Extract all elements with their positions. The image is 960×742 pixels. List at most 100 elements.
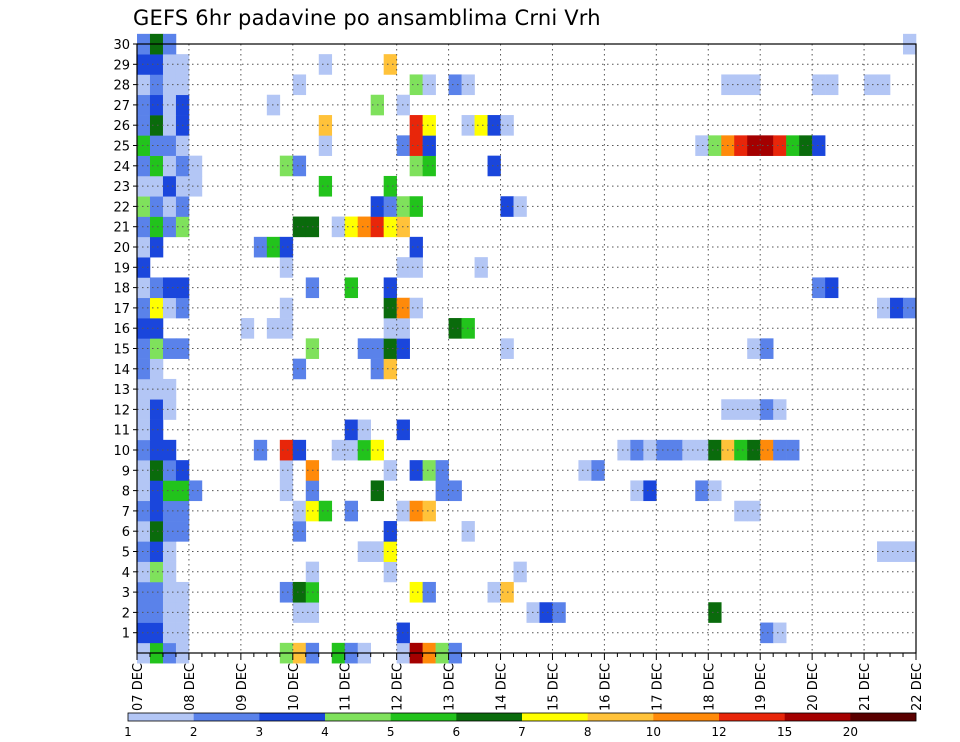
legend-swatch <box>390 713 457 721</box>
heatmap-cell <box>279 439 294 461</box>
heatmap-cell <box>162 581 177 603</box>
heatmap-cell <box>318 115 333 136</box>
heatmap-cell <box>137 236 151 258</box>
heatmap-cell <box>383 196 397 217</box>
heatmap-cell <box>864 74 878 96</box>
heatmap-cell <box>422 500 436 522</box>
heatmap-cell <box>448 318 462 339</box>
y-tick-label: 17 <box>113 302 130 317</box>
heatmap-cell <box>734 399 748 420</box>
heatmap-cell <box>149 439 164 461</box>
heatmap-cell <box>149 561 164 583</box>
heatmap-cell <box>149 155 164 177</box>
y-tick-label: 5 <box>122 546 130 561</box>
heatmap-cell <box>383 521 397 542</box>
heatmap-cell <box>149 399 164 420</box>
heatmap-cell <box>279 257 294 278</box>
heatmap-cell <box>773 135 787 156</box>
cells-layer <box>137 33 917 664</box>
heatmap-cell <box>708 135 722 156</box>
heatmap-cell <box>149 216 164 238</box>
heatmap-cell <box>162 115 177 136</box>
heatmap-cell <box>773 399 787 420</box>
y-tick-label: 20 <box>113 241 130 256</box>
heatmap-cell <box>812 74 826 96</box>
heatmap-cell <box>422 135 436 156</box>
legend-label: 2 <box>190 725 198 739</box>
heatmap-cell <box>760 399 774 420</box>
heatmap-cell <box>137 602 151 623</box>
heatmap-cell <box>149 622 164 644</box>
heatmap-cell <box>279 318 294 339</box>
heatmap-cell <box>578 460 592 481</box>
heatmap-cell <box>734 500 748 522</box>
heatmap-cell <box>137 500 151 522</box>
heatmap-cell <box>734 74 748 96</box>
legend-swatch <box>259 713 326 721</box>
heatmap-cell <box>747 338 761 359</box>
x-tick-label: 07 DEC <box>131 663 146 711</box>
y-tick-label: 28 <box>113 79 130 94</box>
heatmap-cell <box>760 338 774 359</box>
y-tick-label: 6 <box>122 525 130 540</box>
heatmap-cell <box>149 54 164 75</box>
y-tick-label: 18 <box>113 282 130 297</box>
x-tick-label: 15 DEC <box>546 663 561 711</box>
heatmap-cell <box>162 216 177 238</box>
heatmap-cell <box>383 297 397 319</box>
x-tick-label: 09 DEC <box>235 663 250 711</box>
y-tick-label: 10 <box>113 444 130 459</box>
heatmap-cell <box>137 581 151 603</box>
x-tick-label: 20 DEC <box>806 663 821 711</box>
heatmap-cell <box>318 54 333 75</box>
legend-label: 5 <box>387 725 395 739</box>
heatmap-cell <box>137 480 151 502</box>
heatmap-cell <box>474 257 488 278</box>
heatmap-cell <box>137 318 151 339</box>
heatmap-cell <box>149 236 164 258</box>
heatmap-cell <box>149 602 164 623</box>
heatmap-cell <box>137 175 151 197</box>
heatmap-cell <box>747 500 761 522</box>
heatmap-cell <box>149 500 164 522</box>
heatmap-cell <box>747 135 761 156</box>
y-tick-label: 29 <box>113 58 130 73</box>
heatmap-cell <box>409 500 423 522</box>
heatmap-cell <box>149 94 164 116</box>
heatmap-cell <box>149 541 164 562</box>
heatmap-cell <box>344 439 359 461</box>
heatmap-cell <box>149 338 164 359</box>
heatmap-cell <box>279 460 294 481</box>
legend-swatch <box>193 713 260 721</box>
heatmap-cell <box>292 216 307 238</box>
heatmap-cell <box>137 196 151 217</box>
y-tick-label: 25 <box>113 140 130 155</box>
heatmap-cell <box>149 115 164 136</box>
heatmap-cell <box>137 541 151 562</box>
heatmap-cell <box>279 155 294 177</box>
heatmap-cell <box>383 358 397 380</box>
heatmap-cell <box>708 602 722 623</box>
heatmap-cell <box>188 155 203 177</box>
x-tick-label: 10 DEC <box>287 663 302 711</box>
y-tick-label: 12 <box>113 403 130 418</box>
heatmap-cell <box>708 439 722 461</box>
heatmap-cell <box>279 297 294 319</box>
heatmap-cell <box>162 439 177 461</box>
heatmap-cell <box>695 480 709 502</box>
y-tick-label: 11 <box>113 424 130 439</box>
heatmap-cell <box>422 460 436 481</box>
heatmap-cell <box>253 236 268 258</box>
heatmap-cell <box>318 175 333 197</box>
heatmap-cell <box>137 419 151 441</box>
heatmap-cell <box>292 500 307 522</box>
heatmap-cell <box>448 74 462 96</box>
y-tick-label: 30 <box>113 38 130 53</box>
legend-swatch <box>456 713 523 721</box>
heatmap-cell <box>137 439 151 461</box>
heatmap-cell <box>409 257 423 278</box>
heatmap-cell <box>383 541 397 562</box>
heatmap-cell <box>188 480 203 502</box>
heatmap-cell <box>383 277 397 299</box>
